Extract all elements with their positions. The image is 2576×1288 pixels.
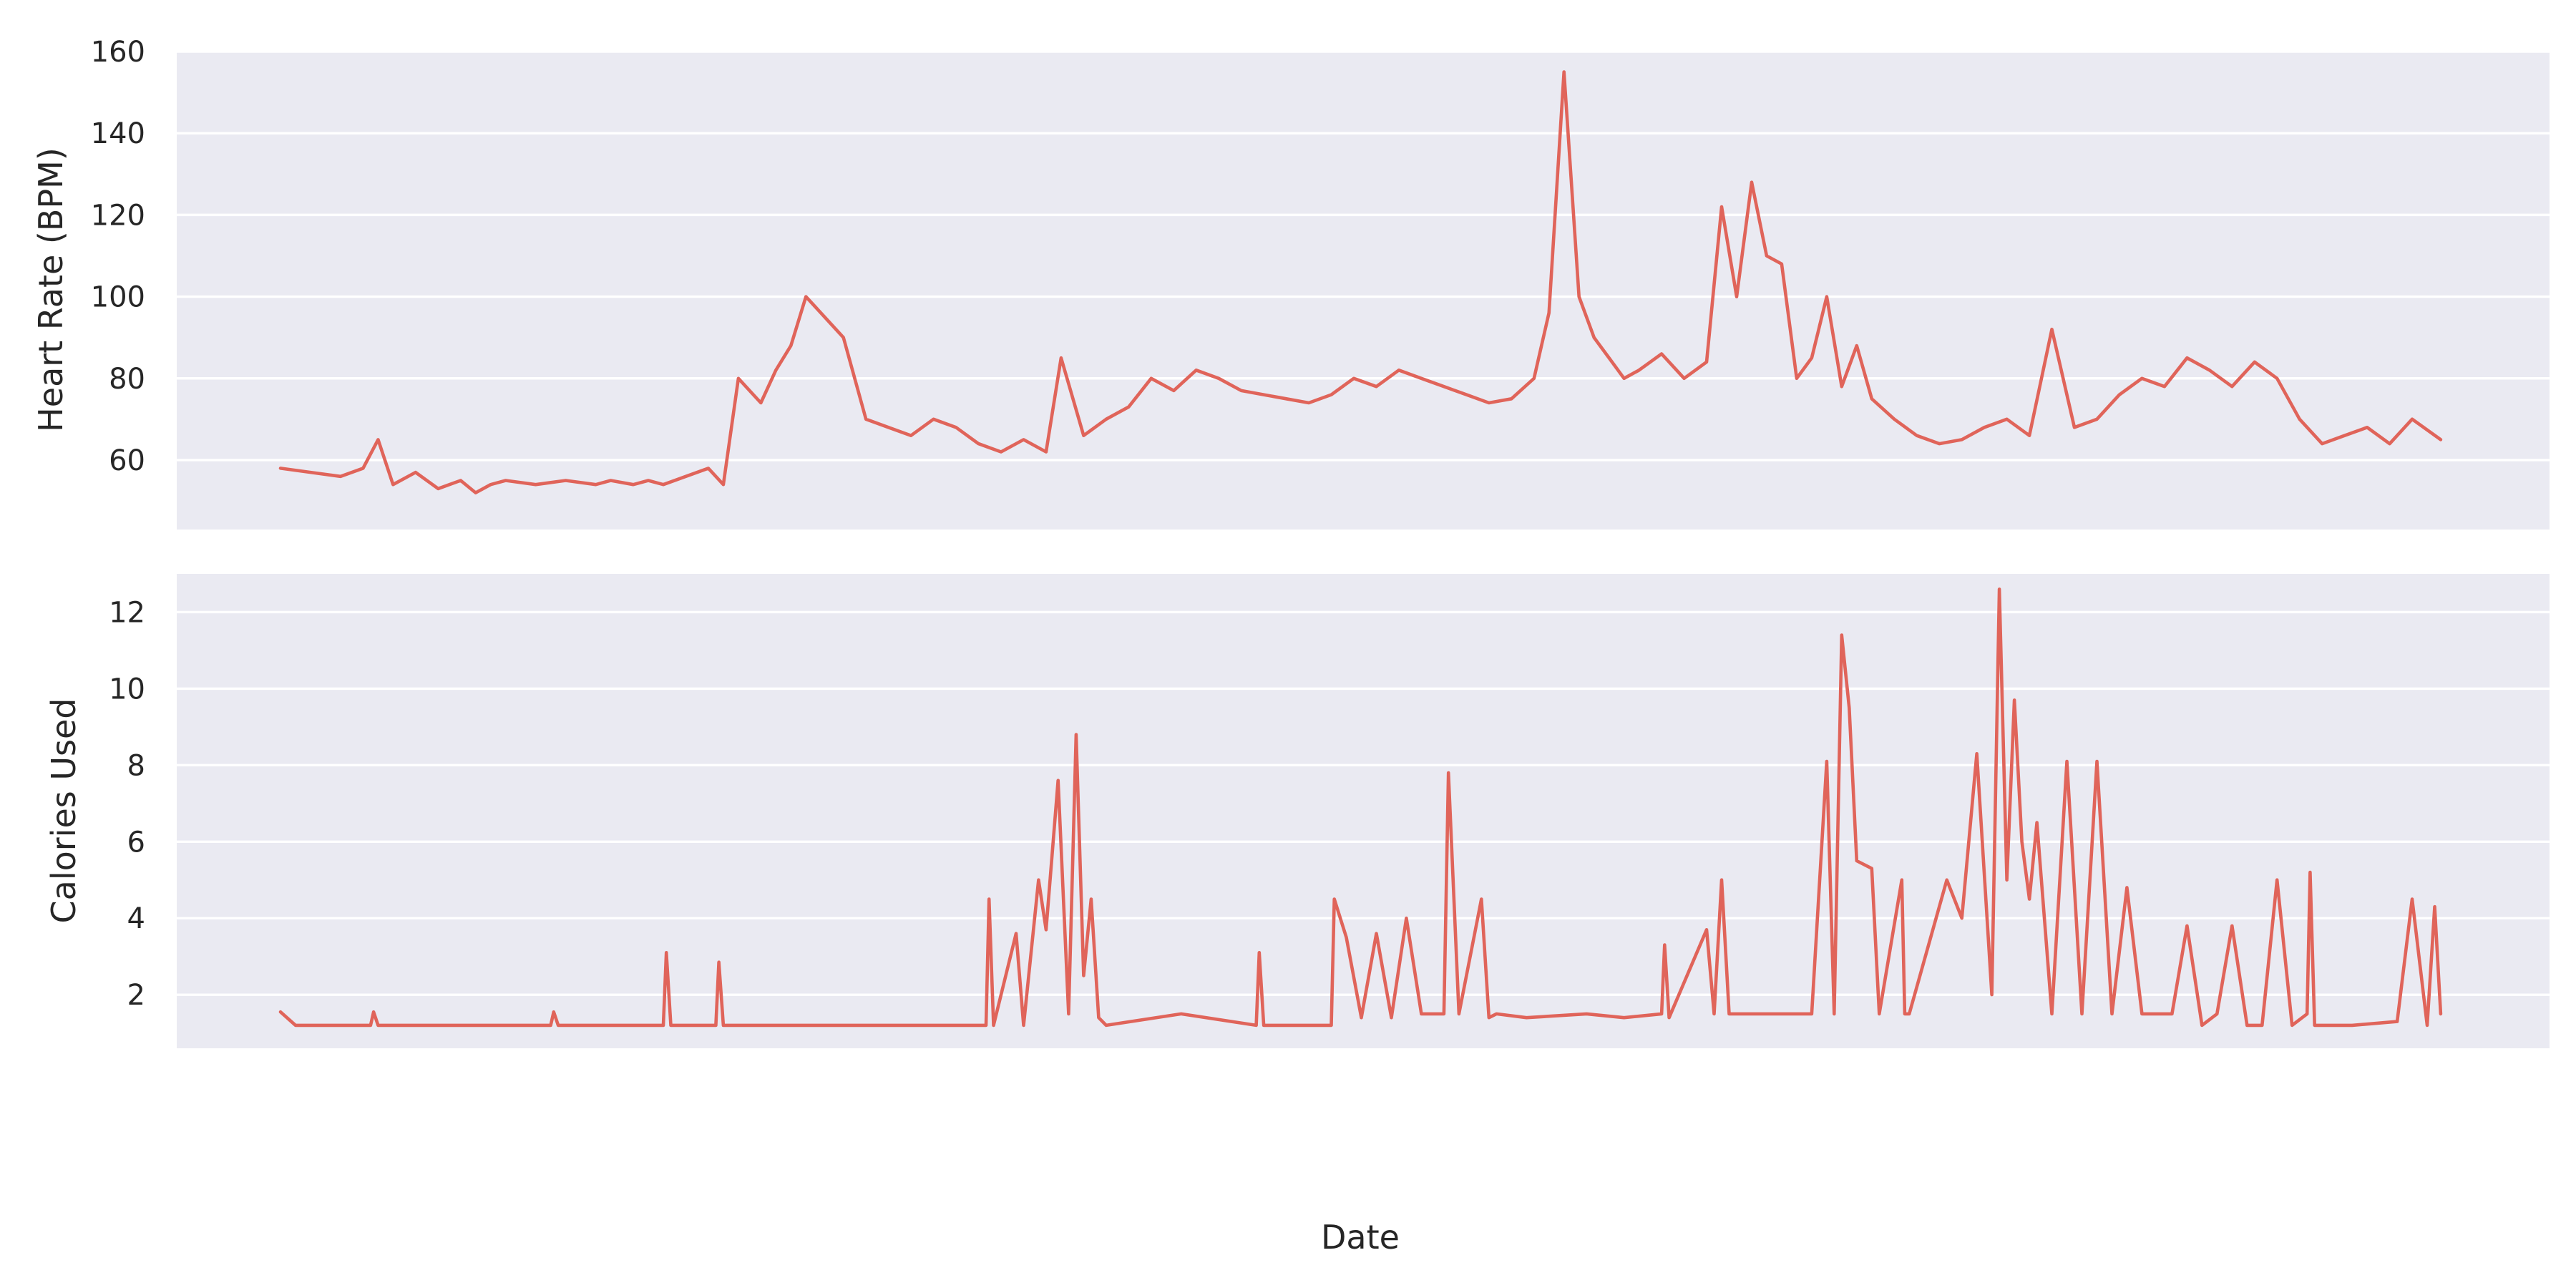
heart-rate-series-line [278,70,2443,494]
heart-rate-y-tick-label: 60 [109,444,145,477]
calories-y-axis-label: Calories Used [44,698,83,924]
calories-y-tick-label: 2 [127,979,145,1012]
calories-panel: 2468101203-12 0003-12 0303-12 0603-12 09… [109,574,2550,1048]
heart-rate-y-tick-label: 80 [109,363,145,396]
heart-rate-y-tick-label: 100 [91,281,145,314]
heart-rate-y-tick-label: 120 [91,199,145,232]
calories-y-tick-label: 10 [109,673,145,706]
heart-rate-y-tick-label: 140 [91,117,145,150]
calories-y-tick-label: 6 [127,826,145,859]
heart-rate-panel: 60 80 100 120 140 160 [0,36,2550,530]
heart-rate-y-axis-label: Heart Rate (BPM) [31,147,70,432]
calories-series-line [278,587,2443,1028]
x-axis-label: Date [1321,1218,1400,1257]
heart-rate-plot-background [177,52,2550,530]
calories-plot-background [177,574,2550,1048]
calories-y-tick-label: 12 [109,596,145,629]
heart-rate-y-tick-label: 160 [91,36,145,69]
calories-y-tick-label: 8 [127,749,145,782]
calories-y-tick-label: 4 [127,902,145,935]
